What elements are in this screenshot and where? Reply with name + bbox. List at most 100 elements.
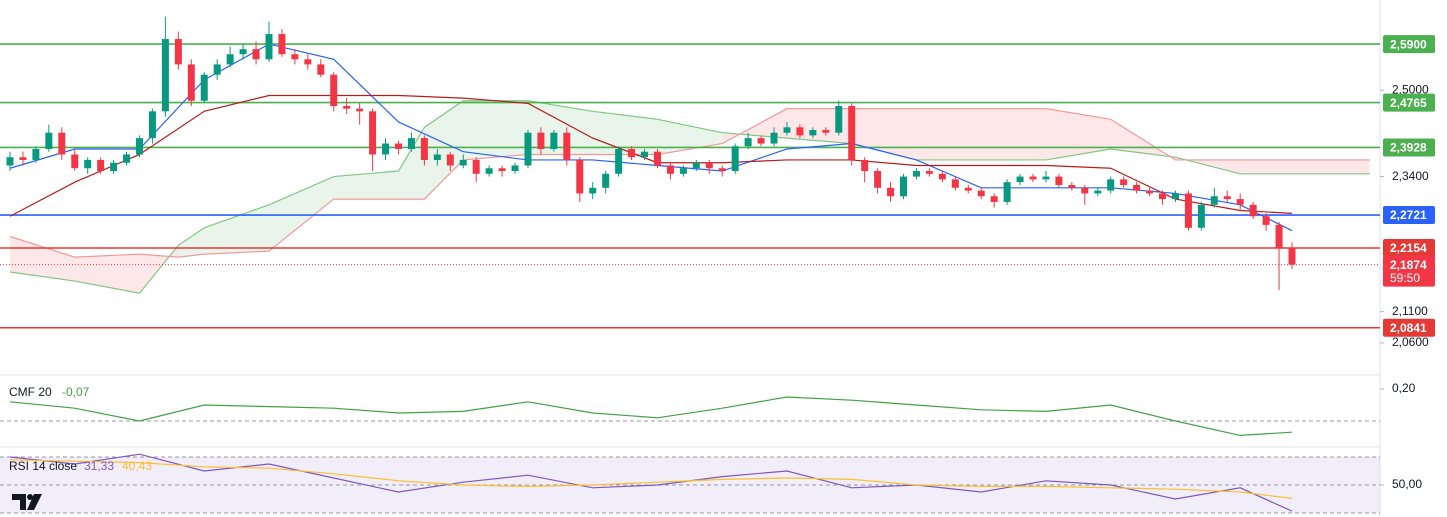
candle-body (84, 159, 92, 169)
candle-body (1262, 216, 1270, 225)
candle-body (1120, 179, 1128, 185)
level-label: 2,5900 (1390, 37, 1427, 51)
candle-body (420, 138, 428, 160)
cloud-fill (178, 227, 205, 258)
cloud-fill (424, 100, 464, 200)
candle-body (239, 49, 247, 55)
candle-body (161, 39, 169, 112)
cmf-title: CMF 20 (9, 385, 52, 399)
candle-body (1003, 182, 1011, 202)
level-label-box (1383, 35, 1435, 54)
candle-body (1197, 204, 1205, 228)
candle-body (861, 159, 869, 172)
candle-body (602, 173, 610, 188)
candle-body (1042, 176, 1050, 180)
candle-body (6, 157, 14, 166)
candle-body (1016, 176, 1024, 183)
candle-body (1159, 193, 1167, 200)
rsi-ma-value: 40,43 (122, 459, 152, 473)
candle-body (796, 127, 804, 136)
candle-body (19, 157, 27, 160)
candle-body (537, 132, 545, 149)
logo (12, 494, 42, 510)
candle-body (589, 187, 597, 194)
level-label-box (1383, 93, 1435, 112)
candle-body (304, 59, 312, 65)
candle-body (407, 138, 415, 149)
candle-body (265, 34, 273, 60)
countdown-label: 59:50 (1390, 271, 1420, 285)
cloud-fill (1240, 159, 1305, 174)
cloud-fill (1304, 159, 1370, 174)
current-price-box (1383, 255, 1435, 287)
candle-body (252, 49, 260, 60)
cmf-legend: CMF 20 -0,07 (9, 385, 90, 399)
rsi-value: 31,33 (84, 459, 114, 473)
candle-body (1288, 248, 1296, 265)
candle-body (71, 154, 79, 169)
rsi-legend: RSI 14 close 31,33 40,43 (9, 459, 152, 473)
candle-body (887, 187, 895, 197)
candle-body (511, 165, 519, 172)
candle-body (1210, 196, 1218, 205)
candle-body (498, 168, 506, 172)
cloud-fill (268, 176, 334, 252)
candle-body (485, 168, 493, 174)
candle-body (938, 173, 946, 180)
candle-body (744, 138, 752, 147)
candle-body (187, 64, 195, 101)
candle-body (692, 162, 700, 169)
candle-body (32, 148, 40, 160)
candle-body (822, 130, 830, 133)
candle-body (1094, 190, 1102, 194)
cloud-fill (463, 100, 528, 160)
level-label-box (1383, 318, 1435, 337)
candle-body (291, 54, 299, 60)
candle-body (809, 130, 817, 136)
candle-body (912, 171, 920, 177)
level-label-box (1383, 138, 1435, 157)
cloud-fill (916, 108, 982, 160)
candle-body (369, 111, 377, 155)
indicator-line (9, 459, 1293, 499)
candle-body (563, 132, 571, 160)
candle-body (446, 154, 454, 166)
cloud-fill (74, 254, 140, 294)
candle-body (835, 106, 843, 133)
candle-body (770, 132, 778, 144)
candle-body (45, 132, 53, 149)
candle-body (990, 196, 998, 202)
y-tick-label: 0,20 (1392, 381, 1416, 395)
candle-body (1068, 184, 1076, 188)
indicator-line (9, 100, 1370, 294)
candle-body (576, 159, 584, 194)
candle-body (900, 176, 908, 197)
logo-mark (27, 494, 33, 500)
cmf-value: -0,07 (62, 385, 90, 399)
y-tick-label: 50,00 (1392, 477, 1422, 491)
candle-body (135, 138, 143, 155)
y-tick-label: 2,0600 (1392, 335, 1429, 349)
candle-body (951, 179, 959, 188)
candle-body (1171, 193, 1179, 200)
candle-body (1184, 193, 1192, 228)
candle-body (524, 132, 532, 166)
candle-body (731, 146, 739, 172)
logo-mark (27, 494, 42, 510)
candle-body (472, 159, 480, 174)
level-label: 2,0841 (1390, 321, 1427, 335)
indicator-line (9, 396, 1293, 437)
level-label: 2,4765 (1390, 96, 1427, 110)
candle-body (977, 190, 985, 197)
candle-body (615, 148, 623, 174)
current-price-label: 2,1874 (1390, 258, 1427, 272)
level-label-box (1383, 239, 1435, 258)
candle-body (1133, 184, 1141, 191)
candle-body (382, 143, 390, 155)
candle-body (1107, 179, 1115, 191)
candle-body (757, 138, 765, 144)
candle-body (123, 154, 131, 163)
candle-body (641, 151, 649, 158)
candle-body (459, 159, 467, 166)
